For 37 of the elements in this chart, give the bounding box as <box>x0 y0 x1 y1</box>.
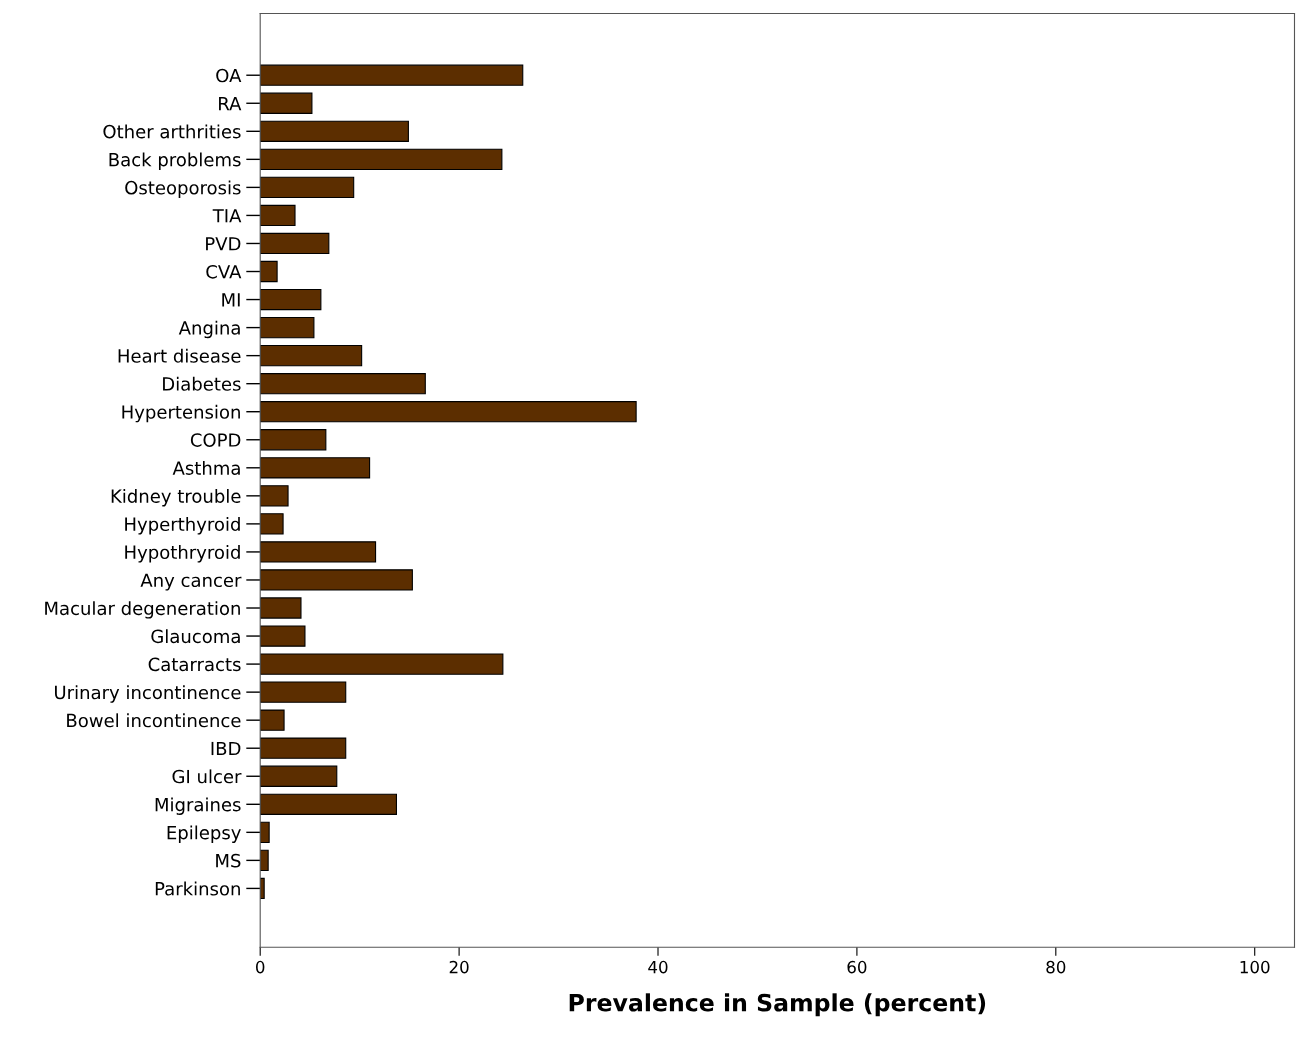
y-tick-label: Bowel incontinence <box>67 713 241 728</box>
y-tick-label: Asthma <box>172 460 240 475</box>
x-tick-label: 100 <box>1240 960 1270 974</box>
y-tick-label: Angina <box>178 320 240 339</box>
y-tick-label: Urinary incontinence <box>55 685 241 703</box>
x-tick-label: 20 <box>449 960 469 974</box>
y-tick-label: Catarracts <box>148 657 241 672</box>
y-tick-label: COPD <box>190 433 241 447</box>
y-tick-label: Other arthrities <box>103 124 241 139</box>
x-tick-label: 80 <box>1046 960 1066 974</box>
y-tick-label: RA <box>219 96 242 111</box>
y-tick-label: Epilepsy <box>167 825 241 843</box>
x-tick-label: 0 <box>256 960 265 974</box>
x-axis-title: Prevalence in Sample (percent) <box>569 993 986 1017</box>
y-tick-label: CVA <box>206 264 242 279</box>
y-tick-label: Hyperthyroid <box>125 517 240 535</box>
y-tick-label: IBD <box>211 741 241 756</box>
y-tick-label: Heart disease <box>118 348 241 363</box>
y-tick-label: GI ulcer <box>172 769 242 784</box>
x-tick-label: 40 <box>648 960 668 974</box>
y-tick-label: Hypertension <box>122 404 240 423</box>
y-tick-label: MI <box>222 293 240 307</box>
y-tick-label: Back problems <box>109 152 241 170</box>
y-tick-label: Hypothryroid <box>125 545 240 563</box>
y-tick-label: Any cancer <box>140 573 242 591</box>
y-tick-label: Kidney trouble <box>111 488 241 507</box>
x-tick-label: 60 <box>847 960 867 974</box>
y-tick-label: PVD <box>206 237 241 251</box>
y-tick-label: Macular degeneration <box>45 601 240 619</box>
y-tick-label: Glaucoma <box>151 629 240 644</box>
y-tick-label: Migraines <box>155 797 241 815</box>
y-tick-label: OA <box>216 68 242 83</box>
y-tick-label: Diabetes <box>163 376 241 391</box>
y-tick-label: Osteoporosis <box>125 180 241 198</box>
y-tick-label: Parkinson <box>155 881 240 896</box>
y-tick-label: MS <box>216 853 241 868</box>
y-tick-label: TIA <box>212 209 242 223</box>
